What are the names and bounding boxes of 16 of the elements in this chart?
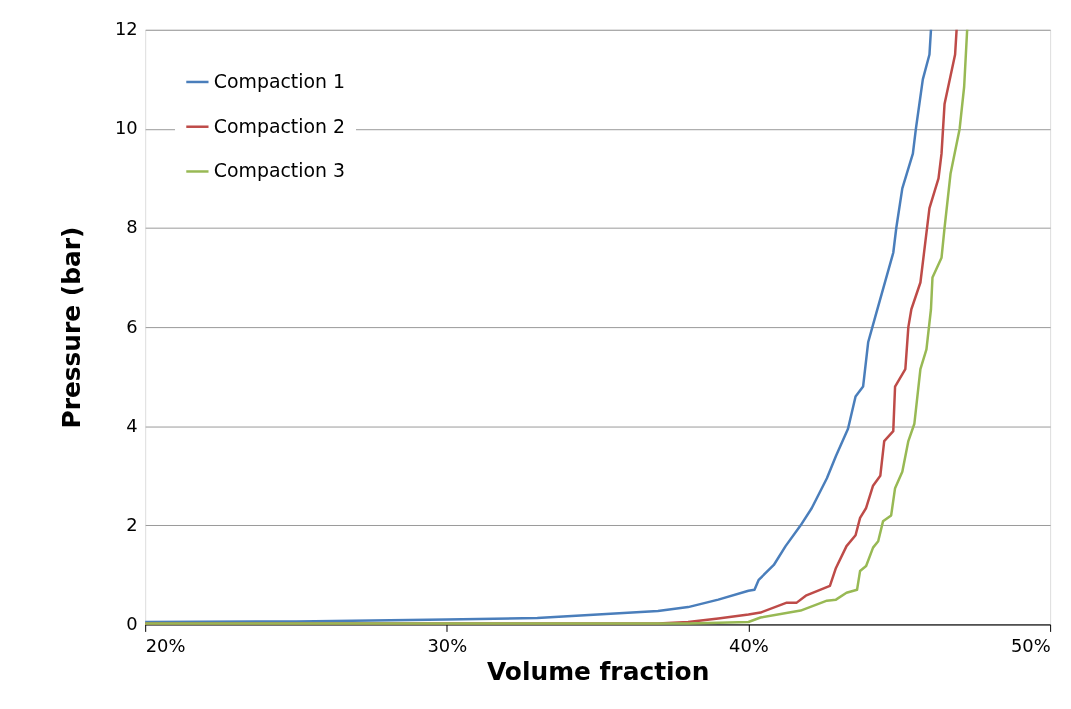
y-tick-label: 6 [126, 315, 138, 337]
legend-label: Compaction 2 [213, 114, 346, 137]
y-tick-label: 4 [126, 414, 138, 436]
y-tick-label: 10 [114, 117, 138, 139]
y-tick-label: 12 [114, 18, 138, 40]
legend-label: Compaction 3 [213, 159, 346, 182]
x-tick-label: 50% [1010, 634, 1051, 656]
y-tick-label: 8 [126, 216, 138, 238]
y-axis-title: Pressure (bar) [57, 226, 87, 429]
x-tick-label: 30% [427, 634, 468, 656]
x-tick-label: 20% [145, 634, 186, 656]
x-tick-label: 40% [729, 634, 769, 656]
y-tick-label: 0 [126, 612, 138, 634]
y-tick-label: 2 [126, 513, 138, 535]
x-axis-title: Volume fraction [486, 656, 710, 686]
legend-label: Compaction 1 [213, 69, 346, 92]
